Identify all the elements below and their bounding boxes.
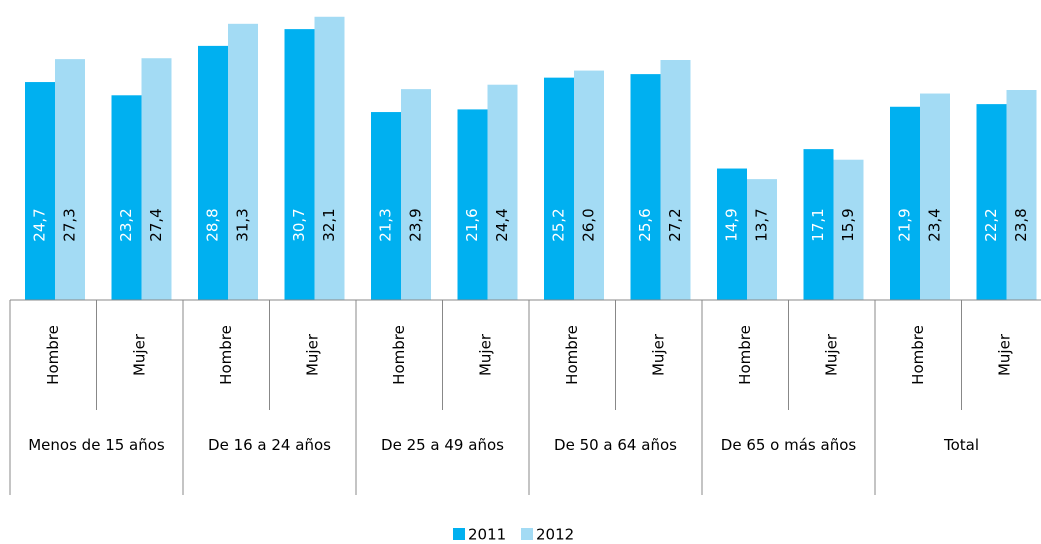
x-tick-label: Hombre	[736, 325, 754, 385]
bar	[228, 23, 258, 301]
bar	[284, 29, 315, 301]
bar	[1006, 90, 1037, 300]
bar	[717, 168, 747, 300]
value-label: 27,3	[61, 208, 79, 241]
legend-swatch	[453, 528, 465, 540]
bar	[630, 74, 661, 300]
x-tick-label: Hombre	[563, 325, 581, 385]
bar	[890, 106, 920, 300]
bar	[976, 104, 1007, 300]
value-label: 21,6	[463, 208, 481, 241]
x-tick-label: Hombre	[390, 325, 408, 385]
legend-swatch	[521, 528, 533, 540]
group-label: De 25 a 49 años	[381, 436, 504, 454]
value-label: 27,4	[147, 208, 165, 241]
value-label: 21,9	[896, 208, 914, 241]
x-tick-label: Mujer	[130, 333, 148, 376]
value-label: 27,2	[666, 208, 684, 241]
value-label: 23,2	[117, 208, 135, 241]
legend-label: 2012	[536, 526, 574, 544]
value-label: 24,4	[493, 208, 511, 241]
bar	[660, 60, 691, 300]
bar	[574, 70, 604, 301]
value-label: 22,2	[982, 208, 1000, 241]
value-label: 14,9	[723, 208, 741, 241]
value-label: 28,8	[204, 208, 222, 241]
value-label: 26,0	[580, 208, 598, 241]
x-tick-label: Mujer	[995, 333, 1013, 376]
value-label: 17,1	[809, 208, 827, 241]
bar	[920, 93, 950, 300]
x-tick-label: Mujer	[822, 333, 840, 376]
value-label: 25,6	[636, 208, 654, 241]
bar	[314, 16, 345, 300]
x-tick-label: Mujer	[303, 333, 321, 376]
group-label: De 16 a 24 años	[208, 436, 331, 454]
bar	[487, 84, 518, 301]
legend-label: 2011	[468, 526, 506, 544]
bar	[198, 45, 228, 300]
value-label: 25,2	[550, 208, 568, 241]
value-label: 24,7	[31, 208, 49, 241]
bar	[833, 159, 864, 300]
group-label: Total	[943, 436, 980, 454]
x-tick-label: Hombre	[44, 325, 62, 385]
bar	[141, 58, 172, 301]
bar	[803, 149, 834, 300]
group-label: De 65 o más años	[720, 436, 857, 454]
value-label: 23,4	[926, 208, 944, 241]
value-label: 15,9	[839, 208, 857, 241]
x-tick-label: Mujer	[649, 333, 667, 376]
x-tick-label: Hombre	[909, 325, 927, 385]
x-tick-label: Mujer	[476, 333, 494, 376]
bar	[457, 109, 488, 300]
bar	[544, 77, 574, 300]
value-label: 23,9	[407, 208, 425, 241]
value-label: 23,8	[1012, 208, 1030, 241]
x-tick-label: Hombre	[217, 325, 235, 385]
bar	[111, 95, 142, 300]
bar	[401, 89, 431, 300]
group-label: De 50 a 64 años	[554, 436, 677, 454]
bar	[55, 59, 85, 300]
value-label: 13,7	[753, 208, 771, 241]
bar	[747, 179, 777, 300]
bar	[371, 112, 401, 300]
group-label: Menos de 15 años	[28, 436, 165, 454]
value-label: 31,3	[234, 208, 252, 241]
value-label: 32,1	[320, 208, 338, 241]
bar	[25, 82, 55, 300]
value-label: 30,7	[290, 208, 308, 241]
value-label: 21,3	[377, 208, 395, 241]
